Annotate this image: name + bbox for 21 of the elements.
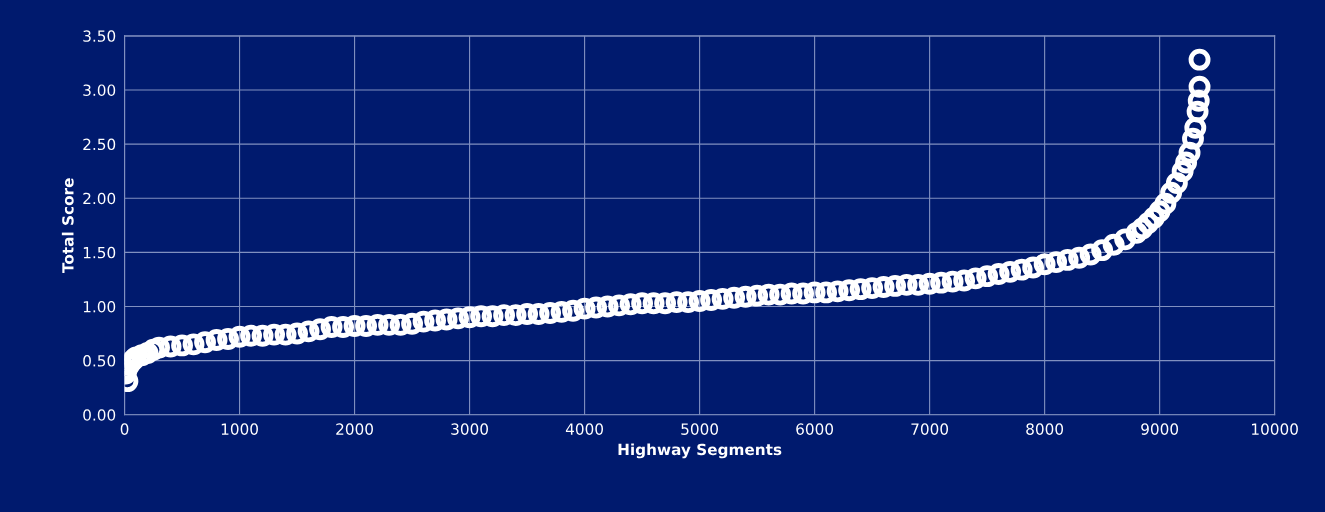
y-tick-label: 3.50 — [83, 30, 116, 42]
x-tick-label: 1000 — [221, 423, 258, 435]
y-tick-label: 2.50 — [83, 138, 116, 151]
x-tick-label: 5000 — [681, 423, 719, 435]
x-tick-label: 0 — [120, 423, 129, 435]
x-tick-label: 10000 — [1252, 423, 1298, 435]
y-tick-label: 1.50 — [83, 246, 116, 259]
x-axis-title: Highway Segments — [618, 443, 782, 459]
x-tick-label: 7000 — [911, 423, 949, 435]
x-tick-label: 6000 — [796, 423, 834, 435]
y-tick-label: 0.00 — [83, 409, 116, 421]
x-tick-label: 8000 — [1026, 423, 1064, 435]
y-tick-label: 2.00 — [83, 192, 116, 205]
x-tick-label: 3000 — [451, 423, 489, 435]
x-tick-label: 9000 — [1141, 423, 1179, 435]
y-tick-label: 3.00 — [83, 84, 116, 96]
y-axis-title: Total Score — [61, 178, 74, 273]
y-tick-label: 0.50 — [83, 355, 116, 367]
x-tick-label: 4000 — [565, 423, 604, 435]
x-tick-label: 2000 — [336, 423, 373, 435]
y-tick-label: 1.00 — [83, 300, 116, 313]
